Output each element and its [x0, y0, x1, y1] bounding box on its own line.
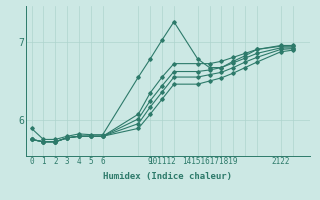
X-axis label: Humidex (Indice chaleur): Humidex (Indice chaleur) — [103, 172, 233, 181]
